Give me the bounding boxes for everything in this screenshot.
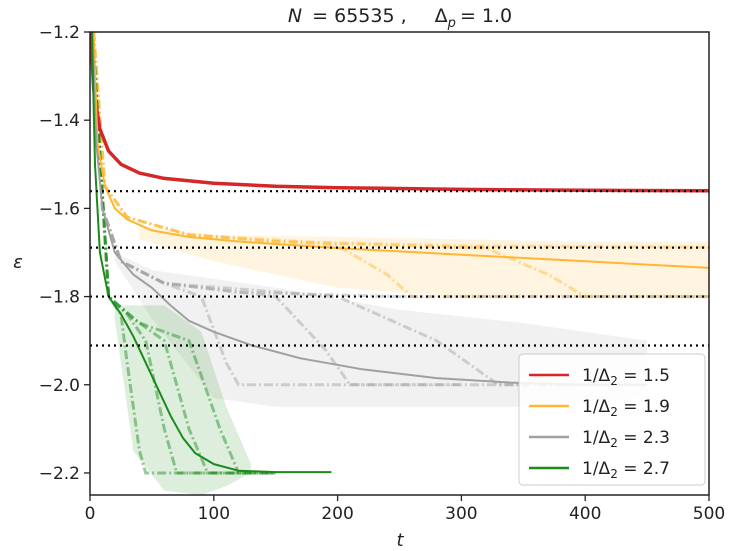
run-1-0 (92, 32, 709, 249)
legend-label-0: 1/Δ2 = 1.5 (582, 366, 670, 388)
legend-label-3: 1/Δ2 = 2.7 (582, 459, 670, 481)
legend: 1/Δ2 = 1.5 1/Δ2 = 1.9 1/Δ2 = 2.3 1/Δ2 = 2.7 (518, 353, 706, 486)
y-tick-label-1: −1.4 (39, 111, 80, 131)
legend-box (518, 353, 706, 486)
band-2 (114, 252, 648, 407)
run-3-0 (91, 32, 276, 475)
legend-label-2: 1/Δ2 = 2.3 (582, 428, 670, 450)
run-3-2 (91, 32, 276, 475)
x-tick-label-0: 0 (85, 504, 96, 524)
x-tick-label-2: 200 (321, 504, 353, 524)
y-tick-label-3: −1.8 (39, 288, 80, 308)
x-tick-label-4: 400 (569, 504, 601, 524)
series-line-3 (90, 32, 332, 474)
run-1-1 (92, 32, 709, 299)
run-2-2 (91, 32, 586, 387)
plot-area: 0 100 200 300 400 500 −1.2 −1.4 −1.6 −1.8 −2.0 −2.2… (39, 23, 726, 524)
run-3-3 (91, 32, 276, 475)
legend-label-1: 1/Δ2 = 1.9 (582, 397, 670, 419)
x-axis-label: t (396, 530, 404, 551)
axes-frame (89, 31, 710, 496)
series-group (90, 32, 709, 495)
band-3 (114, 305, 251, 495)
x-tick-label-5: 500 (693, 504, 725, 524)
y-axis-label: ε (13, 252, 23, 273)
series-line-1 (92, 32, 709, 269)
x-tick-label-1: 100 (198, 504, 230, 524)
y-tick-label-4: −2.0 (39, 376, 80, 396)
run-1-2 (92, 32, 709, 299)
chart-title: N = 65535 , Δp = 1.0 (288, 5, 512, 31)
series-line-2 (91, 32, 648, 386)
x-tick-label-3: 300 (445, 504, 477, 524)
y-tick-label-0: −1.2 (39, 23, 80, 43)
run-2-1 (91, 32, 462, 387)
y-tick-label-5: −2.2 (39, 464, 80, 484)
y-tick-label-2: −1.6 (39, 199, 80, 219)
series-line-0 (90, 32, 709, 193)
